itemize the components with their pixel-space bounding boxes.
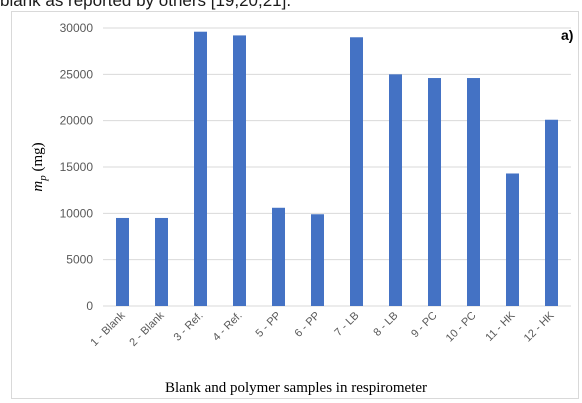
- y-tick-label: 5000: [66, 253, 93, 267]
- bars: [116, 31, 558, 307]
- y-tick-label: 30000: [60, 21, 94, 35]
- y-tick-labels: 0 5000 10000 15000 20000 25000 30000: [60, 21, 94, 313]
- y-axis-unit: (mg): [30, 142, 46, 175]
- x-tick-label: 2 - Blank: [127, 309, 167, 349]
- y-tick-label: 25000: [60, 67, 94, 81]
- x-tick-label: 5 - PP: [254, 310, 284, 340]
- y-tick-label: 10000: [60, 206, 94, 220]
- x-tick-label: 4 - Ref.: [211, 310, 245, 344]
- x-tick-label: 7 - LB: [332, 310, 361, 339]
- bar: [272, 207, 285, 306]
- bar: [194, 31, 207, 307]
- y-axis-label: mp (mg): [30, 142, 49, 191]
- x-tick-label: 1 - Blank: [88, 309, 128, 349]
- y-tick-label: 15000: [60, 160, 94, 174]
- x-tick-label: 12 - HK: [522, 309, 557, 344]
- bar: [506, 173, 519, 306]
- x-axis-label: Blank and polymer samples in respiromete…: [165, 380, 427, 396]
- bar: [155, 217, 168, 306]
- y-axis-subscript: p: [37, 175, 49, 182]
- x-tick-label: 3 - Ref.: [172, 310, 206, 344]
- bar: [467, 78, 480, 306]
- bar: [311, 214, 324, 306]
- x-tick-label: 9 - PC: [409, 310, 440, 341]
- x-tick-labels: 1 - Blank 2 - Blank 3 - Ref. 4 - Ref. 5 - PP…: [88, 309, 557, 349]
- bar: [428, 78, 441, 306]
- y-tick-label: 0: [86, 299, 93, 313]
- bar: [233, 35, 246, 307]
- panel-label: a): [561, 27, 574, 43]
- x-tick-label: 6 - PP: [293, 310, 323, 340]
- x-tick-label: 8 - LB: [371, 310, 400, 339]
- caption-text: blank as reported by others [19,20,21].: [0, 0, 292, 10]
- y-axis-symbol: m: [30, 181, 46, 192]
- bar: [350, 37, 363, 307]
- chart-frame: [11, 11, 579, 399]
- bar: [389, 74, 402, 306]
- x-tick-label: 10 - PC: [444, 310, 479, 345]
- bar: [116, 217, 129, 306]
- grid-lines: [103, 27, 571, 307]
- bar: [545, 119, 558, 307]
- y-tick-label: 20000: [60, 114, 94, 128]
- x-tick-label: 11 - HK: [483, 309, 518, 344]
